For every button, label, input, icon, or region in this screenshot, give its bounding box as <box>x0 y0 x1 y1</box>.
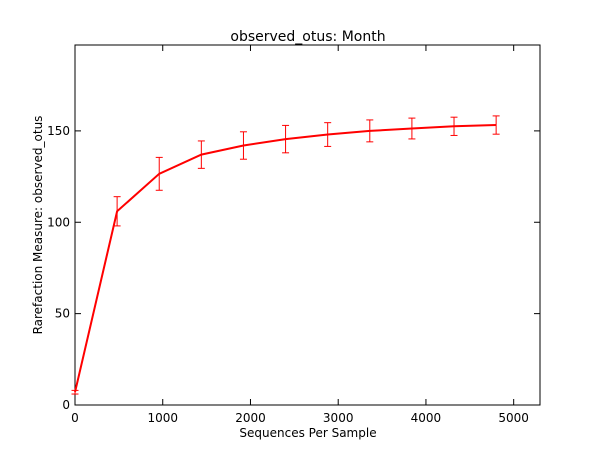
x-axis-label: Sequences Per Sample <box>239 426 376 440</box>
x-tick-label: 5000 <box>498 411 529 425</box>
y-axis-label: Rarefaction Measure: observed_otus <box>31 116 45 335</box>
x-tick-label: 0 <box>71 411 79 425</box>
error-bars <box>71 115 500 395</box>
chart-title: observed_otus: Month <box>230 29 385 45</box>
series-line <box>74 124 497 393</box>
x-axis: 0 1000 2000 3000 4000 5000 <box>71 45 529 425</box>
plot-frame <box>74 44 541 406</box>
y-tick-label: 100 <box>47 215 70 229</box>
y-tick-label: 50 <box>55 307 70 321</box>
y-axis: 0 50 100 150 <box>47 124 540 412</box>
x-tick-label: 1000 <box>147 411 178 425</box>
x-tick-label: 2000 <box>235 411 266 425</box>
x-tick-label: 4000 <box>411 411 442 425</box>
y-tick-label: 0 <box>62 398 70 412</box>
x-tick-label: 3000 <box>323 411 354 425</box>
y-tick-label: 150 <box>47 124 70 138</box>
